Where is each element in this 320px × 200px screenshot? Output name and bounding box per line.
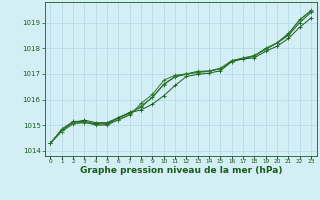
X-axis label: Graphe pression niveau de la mer (hPa): Graphe pression niveau de la mer (hPa) xyxy=(80,166,282,175)
